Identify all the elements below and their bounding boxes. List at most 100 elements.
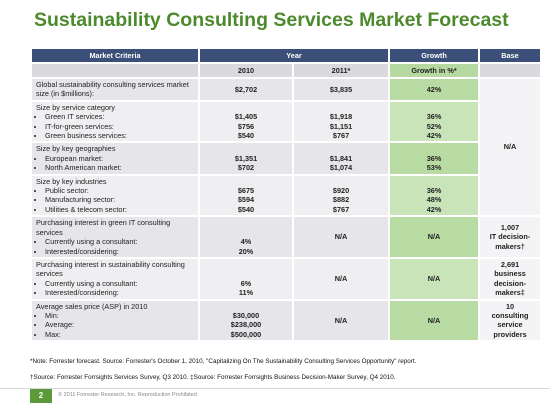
criteria-cell: Purchasing interest in green IT consulti… (30, 215, 200, 259)
y2010-cell: $675 $594 $540 (198, 173, 294, 218)
y2011-cell: $920 $882 $767 (291, 173, 391, 218)
criteria-cell: Average sales price (ASP) in 2010Min:Ave… (30, 298, 200, 343)
page-number: 2 (30, 389, 52, 403)
base-line: 1,007 (500, 222, 520, 232)
criteria-item: European market: (45, 154, 194, 163)
subheader-row: 2010 2011* Growth in %* (30, 62, 543, 79)
cell-value: 4% (240, 237, 252, 247)
y2011-cell: N/A (291, 256, 391, 301)
blank-cell (478, 62, 543, 79)
criteria-item: North American market: (45, 163, 194, 172)
table-row: Average sales price (ASP) in 2010Min:Ave… (30, 298, 543, 343)
criteria-item: Currently using a consultant: (45, 237, 194, 246)
blank-cell (30, 62, 200, 79)
criteria-item: IT-for-green services: (45, 122, 194, 131)
table-row: Global sustainability consulting service… (30, 76, 543, 218)
cell-value: 36% (426, 153, 442, 163)
table-row: Size by key geographiesEuropean market:N… (30, 141, 541, 176)
criteria-item: Utilities & telecom sector: (45, 205, 194, 214)
y2011-cell: $1,918 $1,151 $767 (291, 99, 391, 144)
copyright: © 2011 Forrester Research, Inc. Reproduc… (58, 392, 197, 398)
cell-value: $1,151 (329, 121, 353, 131)
column-header: Base (478, 47, 543, 64)
column-header: Market Criteria (30, 47, 200, 64)
slide-title: Sustainability Consulting Services Marke… (34, 9, 509, 31)
criteria-list: Min:Average:Max: (36, 311, 194, 339)
cell-value: $1,405 (234, 112, 258, 122)
criteria-cell: Global sustainability consulting service… (30, 77, 200, 102)
cell-value: $540 (237, 204, 255, 214)
criteria-item: Average: (45, 320, 194, 329)
criteria-cell: Size by key geographiesEuropean market:N… (30, 141, 200, 176)
y2011-cell: N/A (291, 215, 391, 259)
growth-cell: N/A (388, 298, 481, 343)
cell-value: $2,702 (234, 84, 258, 94)
base-line: 2,691 (500, 259, 520, 269)
criteria-list: Green IT services:IT-for-green services:… (36, 112, 194, 140)
cell-value: 42% (426, 204, 442, 214)
base-cell: N/A (478, 76, 543, 218)
cell-value: $1,351 (234, 153, 258, 163)
criteria-item: Interested/considering: (45, 247, 194, 256)
cell-value: $1,918 (329, 112, 353, 122)
column-header: Growth (388, 47, 481, 64)
cell-value: 11% (238, 288, 254, 298)
criteria-item: Currently using a consultant: (45, 279, 194, 288)
table-body: Global sustainability consulting service… (30, 76, 543, 343)
cell-value: $675 (237, 186, 255, 196)
cell-value: 48% (426, 195, 442, 205)
criteria-heading: Average sales price (ASP) in 2010 (36, 301, 148, 311)
cell-value: 42% (426, 131, 442, 141)
cell-value: $3,835 (329, 84, 353, 94)
cell-value: 53% (426, 163, 442, 173)
cell-value: 42% (426, 84, 442, 94)
criteria-item: Min: (45, 311, 194, 320)
base-line: 10 (505, 301, 515, 311)
table-row: Size by service categoryGreen IT service… (30, 99, 541, 144)
growth-cell: 42% (388, 77, 481, 102)
base-line: IT decision- (489, 232, 531, 242)
cell-value: $767 (332, 131, 350, 141)
subcolumn-header: 2010 (198, 62, 294, 79)
base-line: decision- (494, 278, 527, 288)
cell-value: $594 (237, 195, 255, 205)
y2010-cell: 4% 20% (198, 215, 294, 259)
base-line: providers (493, 329, 527, 339)
cell-value: 36% (426, 112, 442, 122)
column-header: Year (197, 47, 391, 64)
criteria-cell: Purchasing interest in sustainability co… (30, 256, 200, 301)
cell-value: 52% (426, 121, 442, 131)
base-line: consulting (491, 310, 529, 320)
growth-cell: 36% 48% 42% (388, 173, 481, 218)
y2010-cell: 6% 11% (198, 256, 294, 301)
base-line: makers† (495, 241, 525, 251)
subcolumn-header: Growth in %* (388, 62, 481, 79)
criteria-cell: Size by key industriesPublic sector:Manu… (30, 173, 200, 218)
footnote: *Note: Forrester forecast. Source: Forre… (30, 358, 417, 365)
y2011-cell: N/A (291, 298, 391, 343)
cell-value: N/A (334, 274, 348, 284)
cell-value: $1,074 (329, 163, 353, 173)
cell-value: N/A (334, 232, 348, 242)
cell-value: $500,000 (230, 329, 262, 339)
criteria-list: Currently using a consultant:Interested/… (36, 279, 194, 298)
subcolumn-header: 2011* (291, 62, 391, 79)
y2010-cell: $1,405 $756 $540 (198, 99, 294, 144)
criteria-item: Manufacturing sector: (45, 195, 194, 204)
y2010-cell: $1,351 $702 (198, 141, 294, 176)
criteria-list: Public sector:Manufacturing sector:Utili… (36, 186, 194, 214)
cell-value: N/A (334, 315, 348, 325)
criteria-heading: Purchasing interest in green IT consulti… (36, 218, 171, 237)
table-row: Purchasing interest in green IT consulti… (30, 215, 543, 259)
y2011-cell: $3,835 (291, 77, 391, 102)
table-row: Size by key industriesPublic sector:Manu… (30, 173, 541, 218)
cell-value: $767 (332, 204, 350, 214)
cell-value: $1,841 (329, 153, 353, 163)
base-cell: 1,007 IT decision-makers† (478, 215, 543, 259)
y2011-cell: $1,841 $1,074 (291, 141, 391, 176)
growth-cell: 36% 52% 42% (388, 99, 481, 144)
y2010-cell: $30,000 $238,000 $500,000 (198, 298, 294, 343)
growth-cell: N/A (388, 215, 481, 259)
criteria-item: Green business services: (45, 131, 194, 140)
